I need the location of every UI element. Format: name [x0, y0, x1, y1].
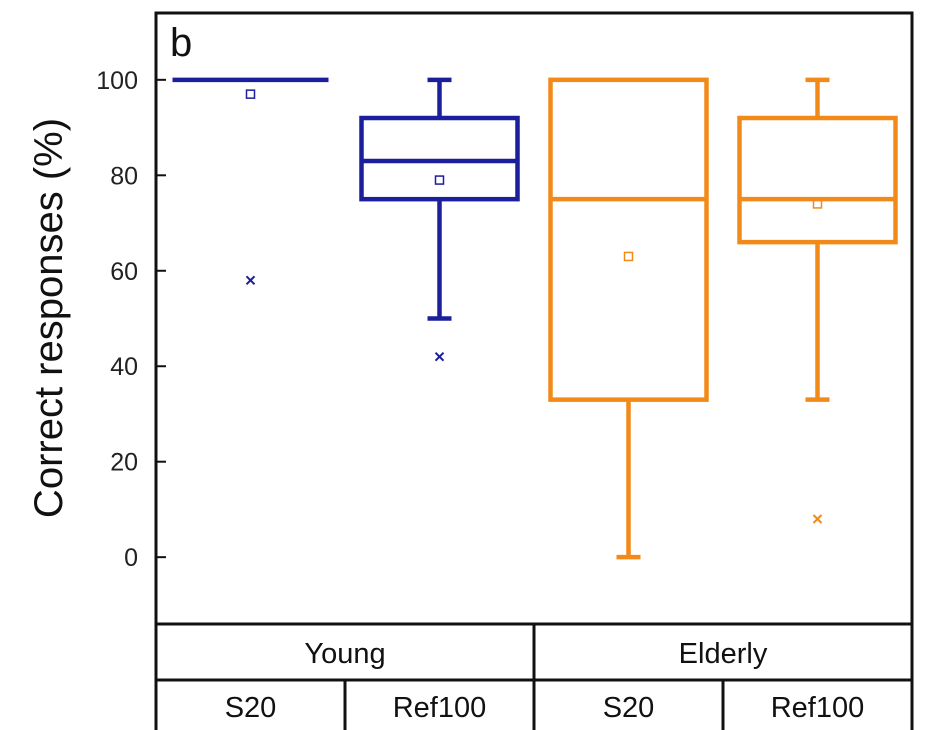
y-axis-title: Correct responses (%)	[27, 118, 71, 518]
y-tick-label: 80	[110, 162, 138, 190]
mean-marker	[434, 175, 445, 185]
outlier-marker	[434, 351, 445, 362]
outlier-marker	[812, 514, 823, 524]
mean-marker	[812, 199, 823, 209]
category-label: S20	[603, 692, 655, 724]
plot-frame	[154, 11, 914, 626]
y-tick-label: 100	[96, 67, 138, 95]
box-iqr	[737, 115, 898, 245]
y-tick-label: 60	[110, 258, 138, 286]
group-labels: Young Elderly	[304, 638, 767, 670]
outlier-marker	[245, 275, 256, 286]
group-label-young: Young	[304, 638, 385, 670]
box-young-s20	[172, 77, 329, 286]
category-label: Ref100	[771, 692, 865, 724]
box-elderly-ref100	[737, 77, 898, 524]
group-label-elderly: Elderly	[679, 638, 768, 670]
box-young-ref100	[359, 77, 520, 362]
panel-letter: b	[170, 21, 192, 65]
box-elderly-s20	[548, 77, 709, 560]
y-axis: 0 20 40 60 80 100	[96, 67, 166, 572]
mean-marker	[623, 251, 634, 262]
mean-marker	[245, 89, 256, 99]
y-tick-label: 40	[110, 353, 138, 381]
category-label: Ref100	[393, 692, 487, 724]
box-iqr	[359, 115, 520, 202]
category-labels: S20 Ref100 S20 Ref100	[225, 692, 865, 724]
y-tick-label: 0	[124, 544, 138, 572]
box-series	[172, 77, 898, 560]
box-iqr	[548, 77, 709, 402]
category-label: S20	[225, 692, 277, 724]
y-tick-label: 20	[110, 449, 138, 477]
